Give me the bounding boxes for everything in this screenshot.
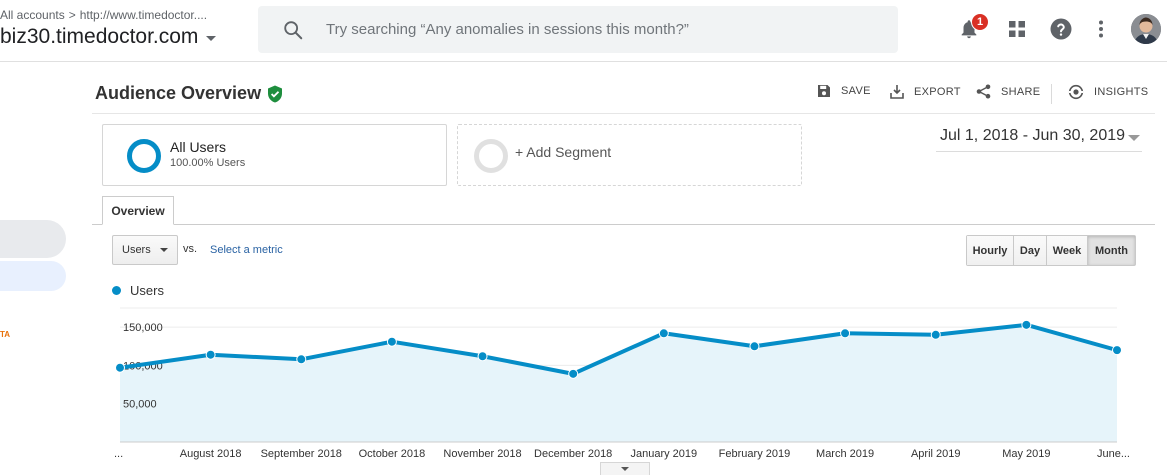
save-label: SAVE: [841, 85, 871, 97]
save-button[interactable]: SAVE: [817, 84, 871, 98]
expand-chevron-icon: [621, 467, 629, 471]
data-point[interactable]: [296, 354, 307, 365]
page-title: Audience Overview: [95, 83, 283, 104]
metric-select-value: Users: [122, 244, 151, 256]
data-point[interactable]: [568, 368, 579, 379]
data-point[interactable]: [205, 349, 216, 360]
granularity-day-button[interactable]: Day: [1014, 236, 1047, 265]
notification-badge: 1: [971, 13, 989, 31]
x-tick-label: March 2019: [816, 448, 874, 460]
x-tick-label: January 2019: [630, 448, 697, 460]
add-segment-label: + Add Segment: [515, 144, 612, 160]
y-tick-label: 50,000: [123, 399, 157, 411]
insights-label: INSIGHTS: [1094, 86, 1149, 98]
date-range-text: Jul 1, 2018 - Jun 30, 2019: [940, 127, 1126, 144]
insights-icon: [1068, 84, 1084, 100]
legend-label: Users: [130, 283, 164, 298]
export-button[interactable]: EXPORT: [890, 84, 961, 99]
y-tick-label: 150,000: [123, 322, 163, 334]
segment-all-users[interactable]: All Users 100.00% Users: [102, 124, 447, 186]
user-avatar-icon: [1131, 14, 1161, 44]
search-icon: [284, 20, 303, 39]
series-line-users: [119, 322, 1118, 376]
search-bar[interactable]: [258, 6, 898, 53]
x-tick-label: ...: [114, 448, 123, 460]
granularity-week-button[interactable]: Week: [1047, 236, 1088, 265]
empty-segment-ring-icon: [474, 139, 508, 173]
chart-legend: Users: [112, 283, 164, 298]
data-point[interactable]: [477, 351, 488, 362]
data-point[interactable]: [386, 336, 397, 347]
granularity-hourly-button[interactable]: Hourly: [967, 236, 1014, 265]
avatar[interactable]: [1131, 14, 1161, 44]
x-tick-label: December 2018: [534, 448, 612, 460]
more-options-button[interactable]: [1088, 16, 1114, 42]
report-header: Audience Overview SAVE EXPORT SHARE INSI…: [92, 62, 1155, 114]
date-range-dropdown-icon: [1128, 135, 1140, 141]
series-area-users: [120, 324, 1117, 442]
x-tick-label: June...: [1097, 448, 1130, 460]
share-label: SHARE: [1001, 85, 1041, 98]
data-point[interactable]: [658, 328, 669, 339]
report-title-text: Audience Overview: [95, 83, 262, 103]
vs-label: vs.: [183, 243, 198, 255]
metric-select[interactable]: Users: [112, 235, 178, 265]
x-tick-label: February 2019: [719, 448, 791, 460]
save-icon: [818, 85, 830, 97]
verified-shield-icon: [268, 85, 283, 102]
apps-grid-icon: [1009, 21, 1025, 37]
breadcrumb-separator: >: [68, 8, 76, 22]
property-selector[interactable]: biz30.timedoctor.com: [0, 25, 217, 49]
notifications-button[interactable]: 1: [956, 13, 989, 42]
chart-expand-button[interactable]: [600, 462, 650, 475]
property-dropdown-icon: [206, 36, 217, 41]
data-point[interactable]: [930, 329, 941, 340]
select-metric-link[interactable]: Select a metric: [210, 244, 283, 256]
data-point[interactable]: [115, 362, 125, 373]
date-range-picker[interactable]: Jul 1, 2018 - Jun 30, 2019: [936, 127, 1142, 152]
insights-button[interactable]: INSIGHTS: [1068, 84, 1148, 100]
breadcrumb-account[interactable]: http://www.timedoctor....: [79, 8, 208, 22]
granularity-toggle: Hourly Day Week Month: [966, 235, 1136, 266]
apps-button[interactable]: [1004, 16, 1030, 42]
action-divider: [1051, 84, 1052, 104]
property-name: biz30.timedoctor.com: [0, 25, 199, 48]
sidebar-item-overview[interactable]: [0, 261, 66, 291]
x-tick-label: November 2018: [443, 448, 521, 460]
segment-percentage: 100.00% Users: [170, 157, 246, 169]
export-icon: [890, 85, 904, 99]
segment-ring-icon: [127, 139, 161, 173]
data-point[interactable]: [840, 328, 851, 339]
share-icon: [976, 84, 991, 99]
x-tick-label: August 2018: [180, 448, 242, 460]
chevron-down-icon: [160, 248, 168, 252]
x-tick-label: September 2018: [261, 448, 342, 460]
more-vert-icon: [1099, 20, 1103, 38]
x-tick-label: April 2019: [911, 448, 961, 460]
data-point[interactable]: [749, 341, 760, 352]
granularity-month-button[interactable]: Month: [1088, 236, 1135, 265]
legend-swatch: [112, 286, 121, 295]
top-bar: All accounts > http://www.timedoctor.... b…: [0, 0, 1167, 62]
export-label: EXPORT: [914, 85, 961, 98]
overview-panel: [92, 224, 1155, 475]
account-breadcrumb[interactable]: All accounts > http://www.timedoctor....: [0, 8, 207, 22]
x-tick-label: October 2018: [359, 448, 426, 460]
sidebar-item-selected[interactable]: [0, 220, 66, 258]
x-tick-label: May 2019: [1002, 448, 1050, 460]
breadcrumb-root[interactable]: All accounts: [0, 8, 65, 22]
search-input[interactable]: [326, 21, 886, 38]
segment-name: All Users: [170, 139, 227, 155]
share-button[interactable]: SHARE: [976, 84, 1040, 99]
data-point[interactable]: [1021, 319, 1032, 330]
data-point[interactable]: [1112, 345, 1122, 356]
help-button[interactable]: [1048, 16, 1074, 42]
add-segment-button[interactable]: + Add Segment: [457, 124, 802, 186]
sidebar-badge: TA: [0, 330, 11, 339]
help-icon: [1050, 18, 1072, 40]
tab-overview[interactable]: Overview: [102, 196, 174, 225]
